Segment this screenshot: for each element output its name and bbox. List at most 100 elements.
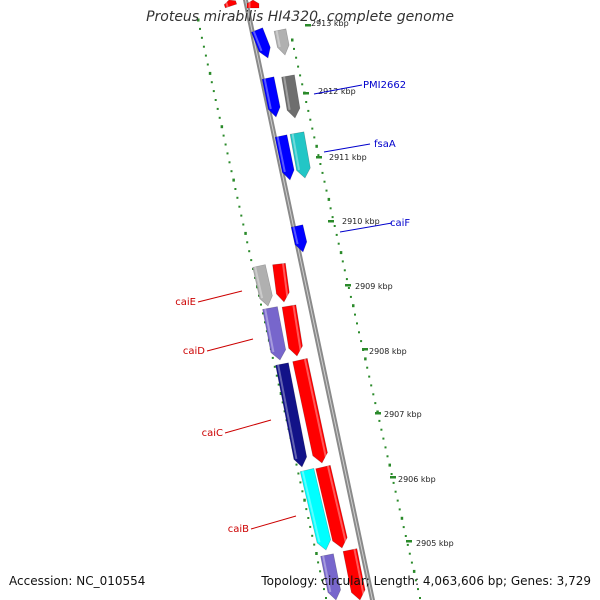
inner-tick-dot [232, 178, 235, 182]
outer-tick-dot [410, 561, 413, 564]
inner-tick-dot [281, 401, 284, 404]
scale-tick-label: 2913 kbp [311, 19, 349, 28]
gene-arrow-shine [292, 226, 299, 245]
inner-tick-dot [214, 99, 217, 101]
outer-tick-dot [319, 163, 322, 165]
outer-tick-dot [398, 508, 401, 511]
outer-tick-dot [392, 481, 395, 484]
label-leader-line [206, 338, 254, 352]
outer-tick-dot [388, 463, 391, 467]
outer-tick-dot [402, 526, 405, 529]
inner-tick-dot [260, 303, 262, 306]
label-leader-line [224, 419, 272, 434]
gene-arrow[interactable] [289, 131, 311, 179]
gene-arrow[interactable] [315, 464, 348, 549]
gene-arrow-shine [322, 555, 332, 593]
outer-tick-dot [341, 260, 344, 263]
scale-tick-label: 2907 kbp [384, 410, 422, 419]
outer-tick-dot [366, 366, 369, 369]
inner-tick-dot [319, 570, 322, 573]
gene-arrow[interactable] [342, 548, 366, 600]
gene-arrow[interactable] [281, 304, 303, 357]
inner-tick-dot [230, 170, 233, 173]
inner-tick-dot [226, 152, 229, 155]
gene-arrow[interactable] [275, 362, 308, 468]
gene-arrow[interactable] [299, 468, 332, 551]
inner-tick-dot [309, 525, 312, 528]
inner-tick-dot [258, 294, 260, 297]
gene-label-caie[interactable]: caiE [175, 297, 196, 308]
scale-tick-mark [328, 220, 334, 223]
scale-tick-label: 2905 kbp [416, 539, 454, 548]
outer-tick-dot [368, 375, 371, 378]
outer-tick-dot [354, 313, 356, 316]
outer-tick-dot [358, 331, 360, 334]
outer-tick-dot [384, 446, 387, 449]
gene-labels: PMI2662 fsaA caiF caiE caiD caiC caiB [175, 80, 410, 535]
gene-label-pmi2662[interactable]: PMI2662 [363, 80, 406, 91]
gene-label-caif[interactable]: caiF [390, 218, 410, 229]
inner-tick-dot [307, 517, 310, 519]
gene-arrow[interactable] [292, 358, 328, 464]
outer-tick-dot [295, 56, 298, 59]
inner-tick-dot [250, 259, 253, 262]
topology-text: Topology: circular; Length: 4,063,606 bp… [261, 574, 591, 588]
outer-tick-dot [311, 127, 314, 130]
gene-label-fsaa[interactable]: fsaA [374, 139, 396, 150]
gene-arrow[interactable] [251, 27, 271, 59]
gene-label-caib[interactable]: caiB [228, 524, 249, 535]
outer-tick-dot [347, 287, 350, 289]
outer-tick-dot [364, 357, 367, 361]
gene-arrow[interactable] [246, 0, 260, 9]
scale-tick-label: 2911 kbp [329, 153, 367, 162]
gene-arrow[interactable] [274, 134, 295, 181]
gene-arrow-shine [326, 465, 348, 548]
gene-arrow-shine [264, 308, 275, 353]
gene-arrow[interactable] [223, 0, 238, 9]
scale-tick-mark [345, 284, 351, 287]
gene-arrow[interactable] [272, 262, 290, 303]
inner-tick-dot [240, 214, 243, 217]
map-title: Proteus mirabilis HI4320, complete genom… [146, 9, 454, 25]
scale-tick-mark [362, 348, 368, 351]
inner-tick-dot [297, 472, 300, 475]
inner-tick-dot [236, 196, 239, 199]
gene-arrow[interactable] [252, 264, 273, 307]
gene-arrow[interactable] [290, 224, 308, 253]
outer-tick-dot [414, 579, 417, 582]
outer-tick-dot [390, 473, 393, 475]
inner-tick-dot [204, 54, 207, 57]
outer-tick-dot [412, 569, 416, 573]
gene-label-caid[interactable]: caiD [183, 346, 205, 357]
scale-tick-mark [303, 92, 309, 95]
gene-arrow-shine [283, 76, 291, 110]
inner-tick-dot [206, 63, 209, 66]
scale-ticks: 2913 kbp 2912 kbp 2911 kbp 2910 kbp 2909 kbp… [303, 19, 454, 548]
gene-arrow[interactable] [273, 28, 290, 56]
outer-tick-dot [382, 437, 385, 440]
gene-arrow[interactable] [261, 76, 281, 118]
inner-tick-dot [208, 71, 212, 75]
inner-tick-dot [216, 107, 219, 110]
outer-tick-dot [356, 322, 358, 325]
gene-arrow-shine [291, 133, 300, 171]
gene-label-caic[interactable]: caiC [202, 428, 223, 439]
outer-tick-dot [335, 233, 338, 236]
outer-tick-dot [386, 455, 389, 458]
gene-arrow[interactable] [262, 306, 287, 361]
outer-tick-dot [291, 38, 294, 42]
outer-tick-dot [404, 535, 407, 537]
genome-backbone [243, 0, 375, 600]
inner-tick-dot [228, 161, 231, 164]
inner-tick-dot [301, 490, 304, 493]
outer-tick-dot [317, 154, 320, 157]
scale-tick-mark [375, 412, 381, 415]
gene-arrow[interactable] [320, 553, 341, 600]
gene-arrow[interactable] [281, 74, 301, 119]
label-leader-line [250, 515, 297, 530]
gene-arrow-shine [301, 470, 321, 543]
inner-tick-dot [218, 116, 221, 119]
outer-tick-dot [309, 118, 312, 121]
outer-tick-dot [396, 499, 399, 502]
